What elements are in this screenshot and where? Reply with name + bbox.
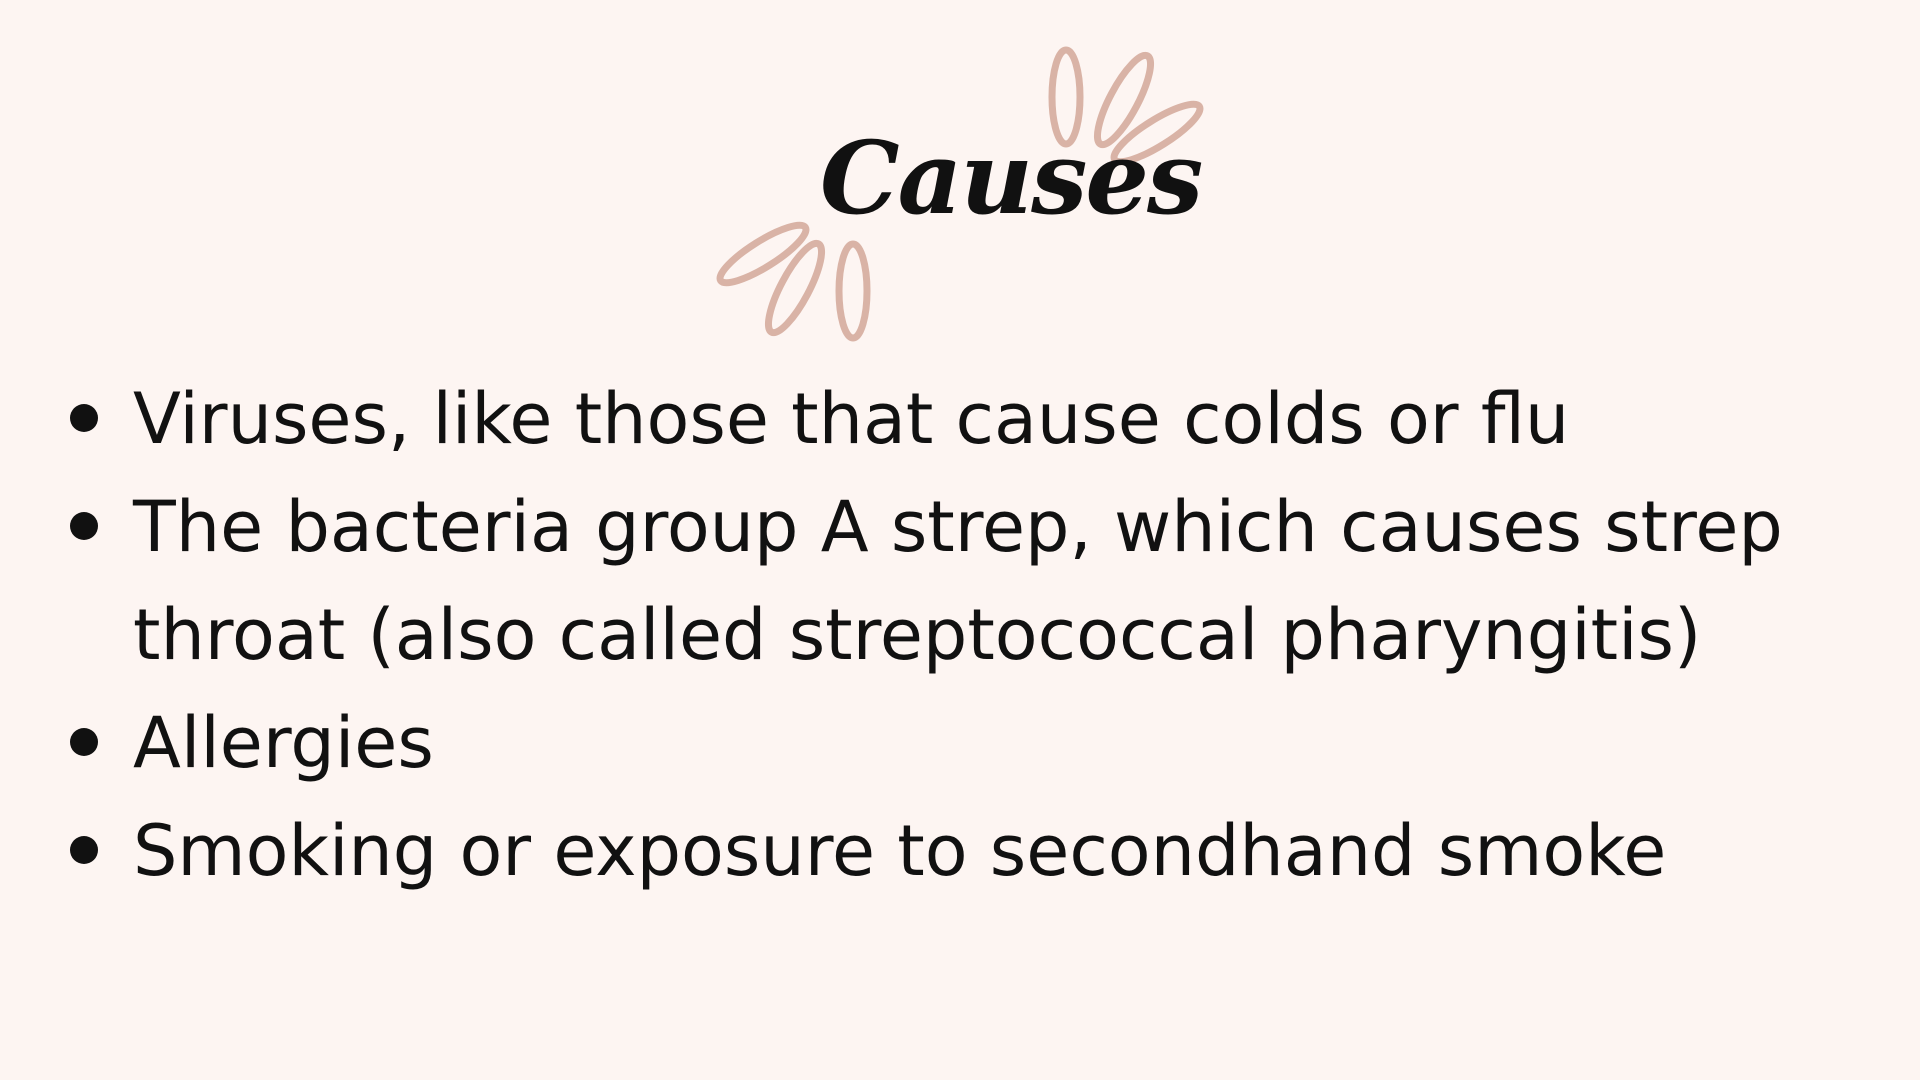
list-item: Allergies bbox=[0, 689, 1920, 797]
bullet-dot-icon bbox=[70, 728, 98, 756]
list-item: The bacteria group A strep, which causes… bbox=[0, 473, 1920, 689]
causes-list: Viruses, like those that cause colds or … bbox=[0, 365, 1920, 905]
petal-icon-lower-3 bbox=[835, 240, 871, 342]
petal-icon-lower-2 bbox=[764, 239, 826, 337]
list-item: Smoking or exposure to secondhand smoke bbox=[0, 797, 1920, 905]
list-item-text: Viruses, like those that cause colds or … bbox=[133, 378, 1570, 460]
list-item-text-line-1: The bacteria group A strep, which causes… bbox=[133, 486, 1783, 568]
bullet-dot-icon bbox=[70, 404, 98, 432]
list-item-text: Smoking or exposure to secondhand smoke bbox=[133, 810, 1667, 892]
list-item: Viruses, like those that cause colds or … bbox=[0, 365, 1920, 473]
bullet-dot-icon bbox=[70, 512, 98, 540]
slide-title: Causes bbox=[820, 119, 1203, 237]
petal-icon-lower-1 bbox=[716, 221, 810, 287]
list-item-text: Allergies bbox=[133, 702, 434, 784]
bullet-dot-icon bbox=[70, 836, 98, 864]
list-item-text-line-2: throat (also called streptococcal pharyn… bbox=[133, 594, 1702, 676]
